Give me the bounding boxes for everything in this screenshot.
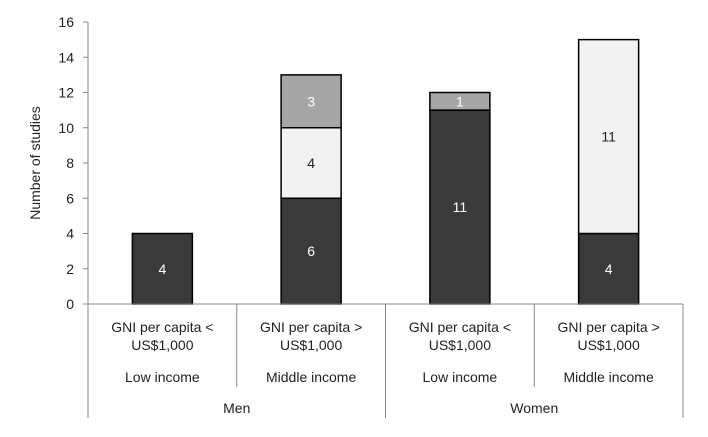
category-label: US$1,000 bbox=[577, 337, 639, 353]
y-tick-label: 4 bbox=[66, 226, 74, 242]
category-label: GNI per capita < bbox=[409, 319, 511, 335]
data-label: 3 bbox=[307, 93, 315, 109]
y-tick-label: 10 bbox=[58, 120, 74, 136]
x-axis-categories: GNI per capita < US$1,000 Low income GNI pe… bbox=[111, 319, 660, 416]
category-label: GNI per capita > bbox=[260, 319, 362, 335]
category-label: US$1,000 bbox=[429, 337, 491, 353]
income-label: Middle income bbox=[266, 369, 356, 385]
category-label: US$1,000 bbox=[280, 337, 342, 353]
axes bbox=[87, 22, 684, 418]
y-tick-label: 12 bbox=[58, 85, 74, 101]
y-tick-label: 14 bbox=[58, 49, 74, 65]
y-axis-ticks: 0 2 4 6 8 10 12 14 16 bbox=[58, 14, 88, 312]
data-label: 1 bbox=[456, 93, 464, 109]
category-label: GNI per capita < bbox=[111, 319, 213, 335]
y-axis-title: Number of studies bbox=[27, 106, 43, 220]
income-label: Middle income bbox=[563, 369, 653, 385]
bar-segment bbox=[131, 232, 194, 305]
data-label: 4 bbox=[158, 261, 166, 277]
category-label: GNI per capita > bbox=[557, 319, 659, 335]
data-label: 6 bbox=[307, 243, 315, 259]
bar-segment bbox=[280, 74, 342, 129]
y-tick-label: 8 bbox=[66, 155, 74, 171]
category-label: US$1,000 bbox=[131, 337, 193, 353]
data-label: 11 bbox=[601, 129, 616, 145]
income-label: Low income bbox=[125, 369, 200, 385]
data-label: 4 bbox=[307, 155, 315, 171]
data-label: 11 bbox=[453, 199, 468, 215]
group-label: Women bbox=[510, 400, 558, 416]
y-tick-label: 2 bbox=[66, 261, 74, 277]
data-label: 4 bbox=[605, 261, 613, 277]
group-label: Men bbox=[223, 400, 250, 416]
bar-segment bbox=[577, 38, 640, 235]
bar-segment bbox=[429, 91, 491, 111]
income-label: Low income bbox=[423, 369, 498, 385]
y-tick-label: 0 bbox=[66, 296, 74, 312]
y-tick-label: 16 bbox=[58, 14, 74, 30]
y-tick-label: 6 bbox=[66, 190, 74, 206]
